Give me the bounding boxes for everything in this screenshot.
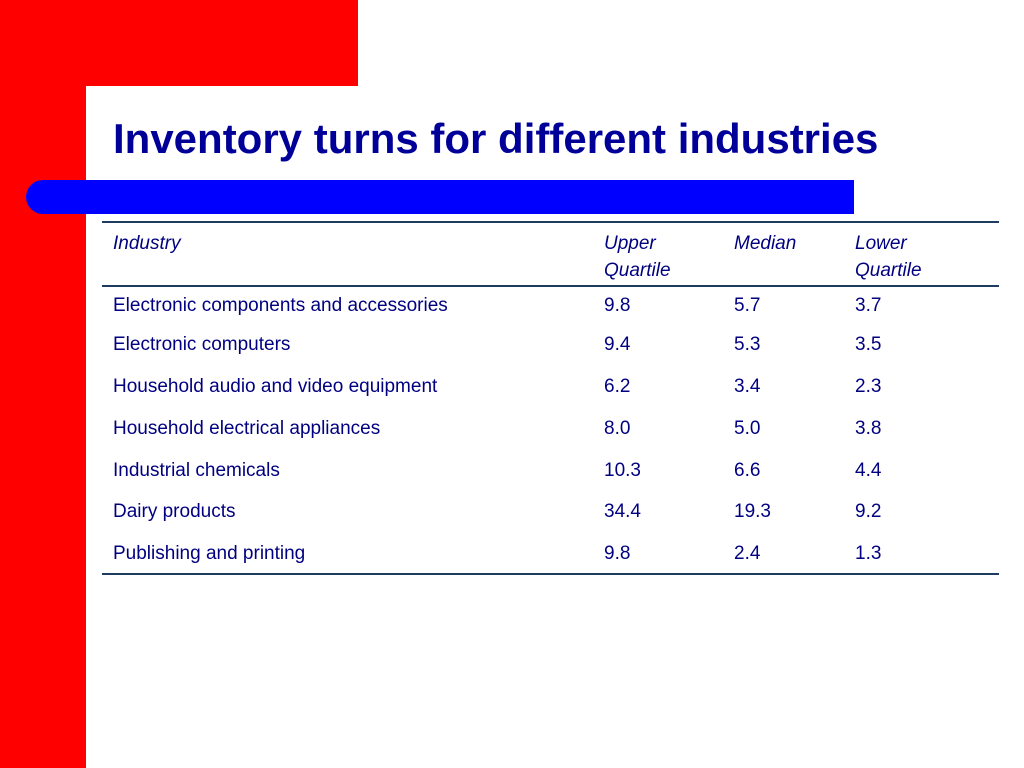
cell-median: 5.7 (734, 295, 761, 316)
cell-industry: Dairy products (113, 501, 236, 522)
table-top-rule (102, 221, 999, 223)
table-row: Household electrical appliances 8.0 5.0 … (0, 416, 1024, 442)
cell-lower-quartile: 9.2 (855, 501, 882, 522)
cell-industry: Household audio and video equipment (113, 376, 438, 397)
cell-lower-quartile: 3.8 (855, 418, 882, 439)
blue-accent-bar (26, 180, 854, 214)
cell-upper-quartile: 9.4 (604, 334, 631, 355)
cell-lower-quartile: 3.7 (855, 295, 882, 316)
cell-median: 19.3 (734, 501, 771, 522)
cell-upper-quartile: 10.3 (604, 460, 641, 481)
cell-upper-quartile: 34.4 (604, 501, 641, 522)
cell-industry: Publishing and printing (113, 543, 306, 564)
table-header-rule (102, 285, 999, 287)
cell-median: 5.0 (734, 418, 761, 439)
cell-upper-quartile: 9.8 (604, 295, 631, 316)
cell-upper-quartile: 8.0 (604, 418, 631, 439)
cell-upper-quartile: 6.2 (604, 376, 631, 397)
cell-lower-quartile: 1.3 (855, 543, 882, 564)
cell-median: 2.4 (734, 543, 761, 564)
table-row: Dairy products 34.4 19.3 9.2 (0, 499, 1024, 525)
cell-upper-quartile: 9.8 (604, 543, 631, 564)
red-side-bar (0, 0, 86, 768)
cell-lower-quartile: 4.4 (855, 460, 882, 481)
cell-industry: Industrial chemicals (113, 460, 280, 481)
table-row: Publishing and printing 9.8 2.4 1.3 (0, 541, 1024, 567)
table-row: Industrial chemicals 10.3 6.6 4.4 (0, 458, 1024, 484)
slide-title: Inventory turns for different industries (113, 115, 879, 162)
table-row: Household audio and video equipment 6.2 … (0, 374, 1024, 400)
cell-median: 3.4 (734, 376, 761, 397)
table-bottom-rule (102, 573, 999, 575)
cell-industry: Electronic computers (113, 334, 291, 355)
red-top-block (0, 0, 358, 86)
table-row: Electronic components and accessories 9.… (0, 293, 1024, 319)
cell-lower-quartile: 2.3 (855, 376, 882, 397)
header-median: Median (734, 233, 797, 254)
cell-industry: Household electrical appliances (113, 418, 381, 439)
header-upper-quartile: Upper Quartile (604, 233, 671, 281)
cell-median: 5.3 (734, 334, 761, 355)
header-lower-quartile: Lower Quartile (855, 233, 922, 281)
table-row: Electronic computers 9.4 5.3 3.5 (0, 332, 1024, 358)
cell-lower-quartile: 3.5 (855, 334, 882, 355)
cell-industry: Electronic components and accessories (113, 295, 448, 316)
header-industry: Industry (113, 233, 181, 254)
cell-median: 6.6 (734, 460, 761, 481)
